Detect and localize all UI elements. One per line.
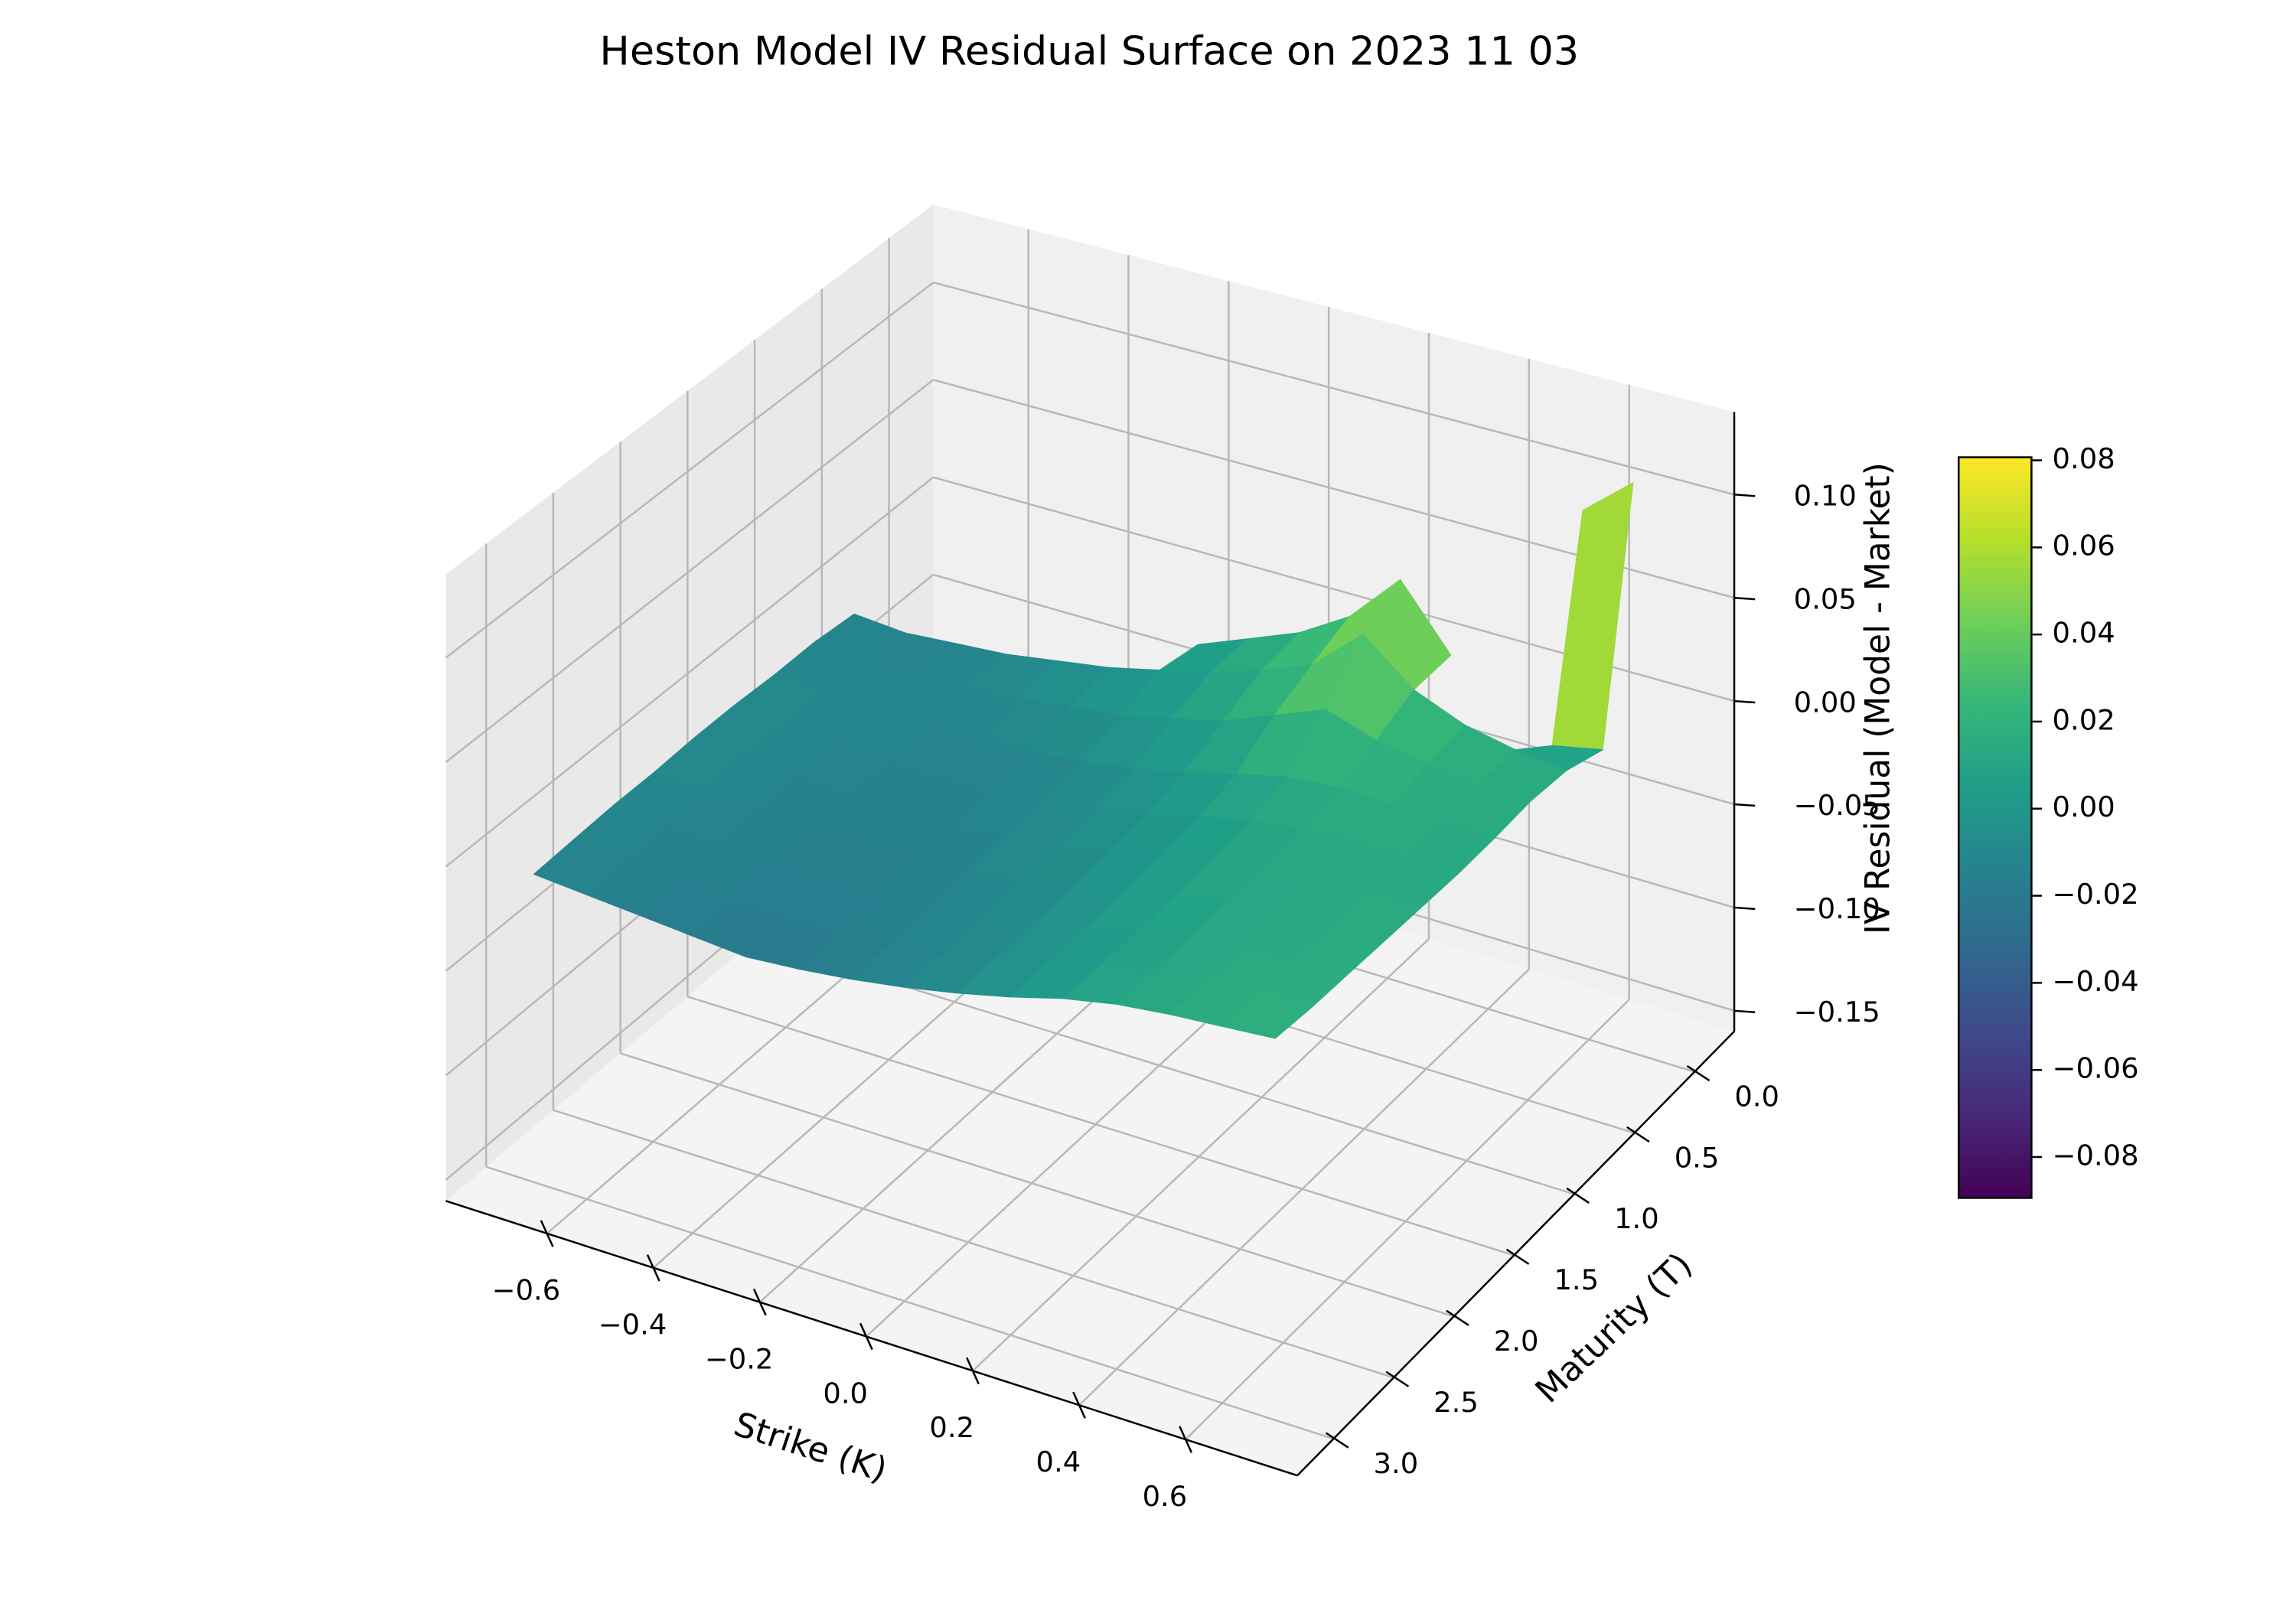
x-tick-label: 0.0 <box>823 1377 868 1410</box>
y-tick <box>1325 1432 1349 1449</box>
y-tick-label: 1.0 <box>1614 1203 1659 1236</box>
z-tick-label: −0.10 <box>1794 892 1880 925</box>
grid-line <box>445 379 934 763</box>
z-tick-label: 0.00 <box>1794 686 1857 719</box>
grid-line <box>445 476 934 868</box>
z-tick <box>1733 803 1756 807</box>
z-tick <box>1733 494 1756 497</box>
x-tick <box>540 1220 554 1247</box>
x-tick-label: 0.4 <box>1036 1446 1081 1478</box>
colorbar-tick-label: 0.04 <box>2053 617 2115 650</box>
x-axis-label: Strike (K) <box>729 1405 892 1490</box>
y-tick-label: 2.0 <box>1494 1325 1539 1358</box>
grid-line <box>933 281 1735 496</box>
y-tick-label: 0.5 <box>1675 1142 1720 1175</box>
colorbar-tick-label: 0.08 <box>2053 442 2115 475</box>
x-tick-label: 0.6 <box>1143 1480 1188 1513</box>
x-tick-label: −0.2 <box>705 1343 774 1376</box>
grid-line <box>687 996 1515 1257</box>
colorbar-tick-label: −0.02 <box>2053 878 2139 911</box>
z-tick <box>1733 596 1756 601</box>
x-tick-label: −0.6 <box>492 1274 561 1307</box>
z-axis-label: IV Residual (Model - Market) <box>1858 462 1897 934</box>
x-tick <box>752 1288 767 1316</box>
surface-face <box>1221 993 1313 1039</box>
y-tick <box>1686 1064 1711 1082</box>
y-tick <box>1566 1187 1590 1204</box>
z-tick <box>1733 906 1756 911</box>
y-tick-label: 0.0 <box>1734 1081 1779 1113</box>
z-tick-label: 0.05 <box>1794 583 1857 616</box>
colorbar-tick-label: 0.00 <box>2053 790 2115 823</box>
y-tick-label: 2.5 <box>1433 1386 1479 1419</box>
z-tick <box>1733 1009 1756 1013</box>
y-tick <box>1446 1309 1469 1326</box>
y-tick <box>1505 1248 1530 1265</box>
z-tick-label: −0.05 <box>1794 790 1880 823</box>
y-tick <box>1626 1126 1650 1143</box>
x-tick <box>859 1322 873 1351</box>
x-tick <box>966 1357 980 1385</box>
side-pane <box>445 204 934 1201</box>
z-tick-label: −0.15 <box>1794 996 1880 1028</box>
grid-line <box>620 1052 1454 1318</box>
chart-title: Heston Model IV Residual Surface on 2023… <box>599 29 1579 74</box>
colorbar-tick-label: −0.04 <box>2053 965 2139 998</box>
z-tick-label: 0.10 <box>1794 480 1857 513</box>
colorbar-tick-label: −0.06 <box>2053 1052 2139 1085</box>
grid-line <box>445 282 934 659</box>
x-tick <box>1072 1391 1086 1419</box>
x-tick <box>1179 1426 1193 1453</box>
y-tick-label: 3.0 <box>1374 1447 1419 1480</box>
x-axis-line <box>445 1200 1298 1477</box>
x-tick <box>646 1254 660 1282</box>
grid-line <box>972 938 1430 1372</box>
z-tick <box>1733 699 1756 704</box>
grid-line <box>553 1109 1394 1379</box>
grid-line <box>485 1165 1334 1440</box>
y-tick <box>1385 1371 1410 1387</box>
colorbar-tick-label: 0.06 <box>2053 530 2115 562</box>
x-tick-label: 0.2 <box>929 1411 974 1444</box>
colorbar-tick-label: 0.02 <box>2053 704 2115 737</box>
colorbar-tick-label: −0.08 <box>2053 1139 2139 1172</box>
grid-line <box>1185 999 1630 1440</box>
y-axis-line <box>1296 1030 1735 1477</box>
grid-line <box>1078 968 1530 1407</box>
y-tick-label: 1.5 <box>1554 1263 1599 1296</box>
colorbar <box>1957 456 2033 1199</box>
x-tick-label: −0.4 <box>598 1309 667 1341</box>
